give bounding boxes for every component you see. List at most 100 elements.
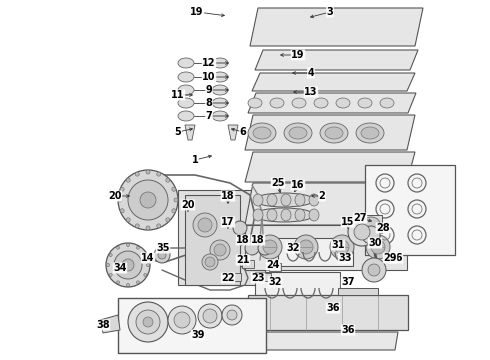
Ellipse shape [146,170,150,174]
Polygon shape [255,50,418,70]
Ellipse shape [126,284,129,287]
Circle shape [258,235,282,259]
Circle shape [362,258,386,282]
Circle shape [193,213,217,237]
FancyBboxPatch shape [365,165,455,255]
Ellipse shape [109,274,112,276]
Ellipse shape [146,226,150,230]
Text: 20: 20 [108,191,122,201]
Polygon shape [178,190,265,285]
Circle shape [174,312,190,328]
Circle shape [203,309,217,323]
FancyBboxPatch shape [269,263,281,271]
Ellipse shape [320,123,348,143]
Ellipse shape [281,209,291,221]
Ellipse shape [135,172,139,176]
Polygon shape [245,183,415,225]
Circle shape [198,304,222,328]
Ellipse shape [135,224,139,228]
Ellipse shape [248,98,262,108]
FancyBboxPatch shape [278,238,353,266]
Text: 5: 5 [174,127,181,137]
Text: 36: 36 [341,325,355,335]
Circle shape [118,170,178,230]
Polygon shape [100,315,120,333]
Text: 23: 23 [251,273,265,283]
Polygon shape [245,225,407,270]
Circle shape [330,235,354,259]
Ellipse shape [314,98,328,108]
Text: 3: 3 [327,7,333,17]
Ellipse shape [270,98,284,108]
Ellipse shape [361,127,379,139]
Text: 12: 12 [202,58,216,68]
Circle shape [263,240,277,254]
Ellipse shape [120,209,124,213]
Ellipse shape [254,193,314,207]
Text: 19: 19 [190,7,204,17]
Ellipse shape [212,58,228,68]
FancyBboxPatch shape [242,260,254,268]
Text: 14: 14 [141,253,155,263]
Text: 33: 33 [338,253,352,263]
Ellipse shape [336,98,350,108]
Text: 11: 11 [171,90,185,100]
Text: 28: 28 [376,223,390,233]
Ellipse shape [178,85,194,95]
Circle shape [128,180,168,220]
Text: 30: 30 [368,238,382,248]
Ellipse shape [289,127,307,139]
Ellipse shape [325,127,343,139]
Text: 35: 35 [156,243,170,253]
Text: 9: 9 [206,85,212,95]
FancyBboxPatch shape [259,273,271,281]
Ellipse shape [126,178,130,182]
Text: 13: 13 [304,87,318,97]
Text: 29: 29 [383,253,397,263]
Circle shape [258,241,272,255]
Circle shape [362,226,380,244]
Ellipse shape [267,194,277,206]
Polygon shape [245,115,415,150]
Circle shape [128,302,168,342]
Circle shape [210,240,230,260]
Ellipse shape [362,217,380,231]
Circle shape [354,224,370,240]
Circle shape [335,240,349,254]
Ellipse shape [212,111,228,121]
Ellipse shape [178,58,194,68]
Ellipse shape [157,172,161,176]
Circle shape [222,305,242,325]
Circle shape [158,251,166,259]
FancyBboxPatch shape [255,272,340,304]
Ellipse shape [212,85,228,95]
Circle shape [214,244,226,256]
Text: 19: 19 [291,50,305,60]
Text: 22: 22 [221,273,235,283]
Text: 31: 31 [331,240,345,250]
Circle shape [140,192,156,208]
Circle shape [198,218,212,232]
Ellipse shape [178,72,194,82]
Ellipse shape [284,123,312,143]
Text: 21: 21 [236,255,250,265]
FancyBboxPatch shape [229,273,241,281]
Ellipse shape [126,243,129,247]
Ellipse shape [117,281,120,284]
Ellipse shape [309,209,319,221]
Text: 4: 4 [308,68,315,78]
Text: 39: 39 [191,330,205,340]
Text: 8: 8 [206,98,213,108]
Ellipse shape [137,246,140,249]
Polygon shape [258,332,398,350]
Circle shape [114,251,142,279]
Text: 6: 6 [240,127,246,137]
Text: 34: 34 [113,263,127,273]
Text: 36: 36 [326,303,340,313]
Polygon shape [185,195,240,285]
Ellipse shape [166,178,170,182]
Ellipse shape [126,218,130,222]
Ellipse shape [137,281,140,284]
Polygon shape [248,93,416,113]
Ellipse shape [380,98,394,108]
